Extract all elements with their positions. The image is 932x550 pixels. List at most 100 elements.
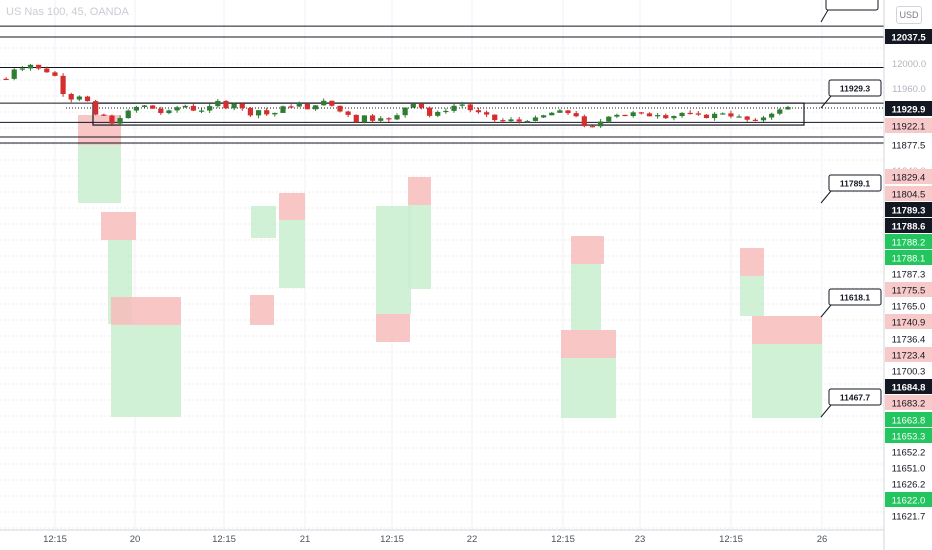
candle-body — [614, 114, 620, 117]
candle-body — [337, 105, 343, 112]
price-label-bg — [885, 234, 932, 249]
candle-body — [687, 112, 693, 115]
callout-label: 11789.1 — [840, 179, 871, 189]
candle-body — [247, 108, 254, 116]
callout-box — [828, 174, 882, 192]
price-callout: 11618.1 — [820, 288, 882, 318]
candle-body — [785, 106, 791, 110]
price-label: 11700.3 — [892, 367, 926, 378]
candle-body — [467, 104, 473, 111]
candle-body — [646, 113, 653, 117]
price-label-bg — [885, 186, 932, 201]
candle-body — [720, 113, 726, 115]
price-label: 11787.3 — [892, 270, 926, 281]
axis-tick-label: 11960.0 — [892, 84, 926, 95]
stop-loss-zone — [101, 212, 136, 240]
candle-body — [264, 110, 270, 115]
price-label-bg — [885, 492, 932, 507]
candle-body — [532, 117, 539, 121]
price-label: 11804.5 — [892, 190, 926, 201]
candle-body — [598, 121, 604, 127]
stop-loss-zone — [740, 248, 764, 276]
take-profit-zone — [251, 206, 276, 238]
candle-body — [27, 64, 34, 69]
price-label: 11653.3 — [892, 432, 926, 443]
price-label-bg — [885, 331, 932, 346]
price-label-bg — [885, 250, 932, 265]
time-tick-label: 12:15 — [43, 534, 67, 545]
stop-loss-zone — [111, 297, 181, 325]
candle-body — [109, 115, 115, 124]
time-tick-label: 22 — [467, 534, 478, 545]
time-axis[interactable]: 12:15 20 12:15 21 12:15 22 12:15 23 12:15 26 — [0, 529, 884, 545]
stop-loss-zone — [408, 177, 431, 205]
axis-tick-label: 12000.0 — [892, 59, 926, 70]
price-label: 11775.5 — [892, 286, 926, 297]
candle-body — [410, 103, 416, 108]
candle-body — [255, 110, 262, 116]
price-label: 11736.4 — [892, 335, 926, 346]
price-label-bg — [885, 29, 932, 44]
candle-body — [288, 106, 294, 108]
candle-body — [133, 106, 139, 111]
price-callout: 11929.3 — [820, 79, 882, 109]
stop-loss-zone — [250, 295, 274, 325]
take-profit-zone — [740, 276, 764, 316]
currency-button[interactable]: USD — [896, 6, 922, 24]
candle-body — [296, 103, 302, 107]
price-label-bg — [885, 137, 932, 152]
candle-body — [68, 94, 74, 100]
candle-body — [638, 112, 644, 114]
price-label: 11663.8 — [892, 416, 926, 427]
candle-body — [198, 110, 205, 112]
candle-body — [158, 108, 164, 114]
price-callouts: 11929.3 11789.1 11618.1 11467.7 — [820, 0, 882, 418]
price-label-bg — [885, 298, 932, 313]
candle-body — [361, 115, 368, 123]
candle-body — [207, 106, 213, 111]
candle-body — [84, 96, 91, 102]
take-profit-zone — [752, 344, 822, 418]
candle-body — [557, 110, 563, 113]
candle-body — [744, 116, 750, 120]
candle-body — [11, 69, 17, 79]
time-tick-label: 12:15 — [212, 534, 236, 545]
take-profit-zone — [279, 220, 305, 288]
price-label-bg — [885, 202, 932, 217]
take-profit-zone — [111, 325, 181, 417]
candle-body — [630, 112, 636, 117]
candle-body — [663, 115, 669, 119]
price-label: 11723.4 — [892, 351, 926, 362]
price-label: 11788.2 — [892, 238, 926, 249]
price-label: 11877.5 — [892, 141, 926, 152]
callout-pointer — [820, 404, 832, 418]
candle-body — [76, 96, 82, 100]
price-label: 11788.1 — [892, 254, 926, 265]
candle-body — [549, 112, 555, 116]
candle-body — [418, 103, 425, 108]
callout-pointer — [820, 190, 832, 204]
candle-body — [174, 107, 180, 111]
price-label-bg — [885, 282, 932, 297]
trade-zones — [78, 115, 822, 418]
callout-pointer — [820, 304, 832, 318]
candle-body — [141, 105, 148, 107]
candle-body — [345, 111, 351, 115]
price-label: 11622.0 — [892, 496, 926, 507]
price-callout: 11467.7 — [820, 388, 882, 418]
price-label-bg — [885, 379, 932, 394]
candle-body — [3, 78, 9, 81]
price-label: 11922.1 — [892, 122, 926, 133]
candle-body — [500, 120, 506, 122]
price-label: 11765.0 — [892, 302, 926, 313]
price-label: 12037.5 — [891, 33, 926, 44]
callout-box — [828, 388, 882, 406]
price-axis[interactable]: 12000.011960.011840.012037.511929.911922… — [883, 0, 932, 550]
candle-body — [606, 116, 612, 122]
price-label: 11829.4 — [892, 173, 926, 184]
candle-body — [492, 114, 498, 121]
candle-body — [272, 112, 278, 115]
price-label: 11651.0 — [892, 464, 926, 475]
take-profit-zone — [571, 264, 601, 330]
